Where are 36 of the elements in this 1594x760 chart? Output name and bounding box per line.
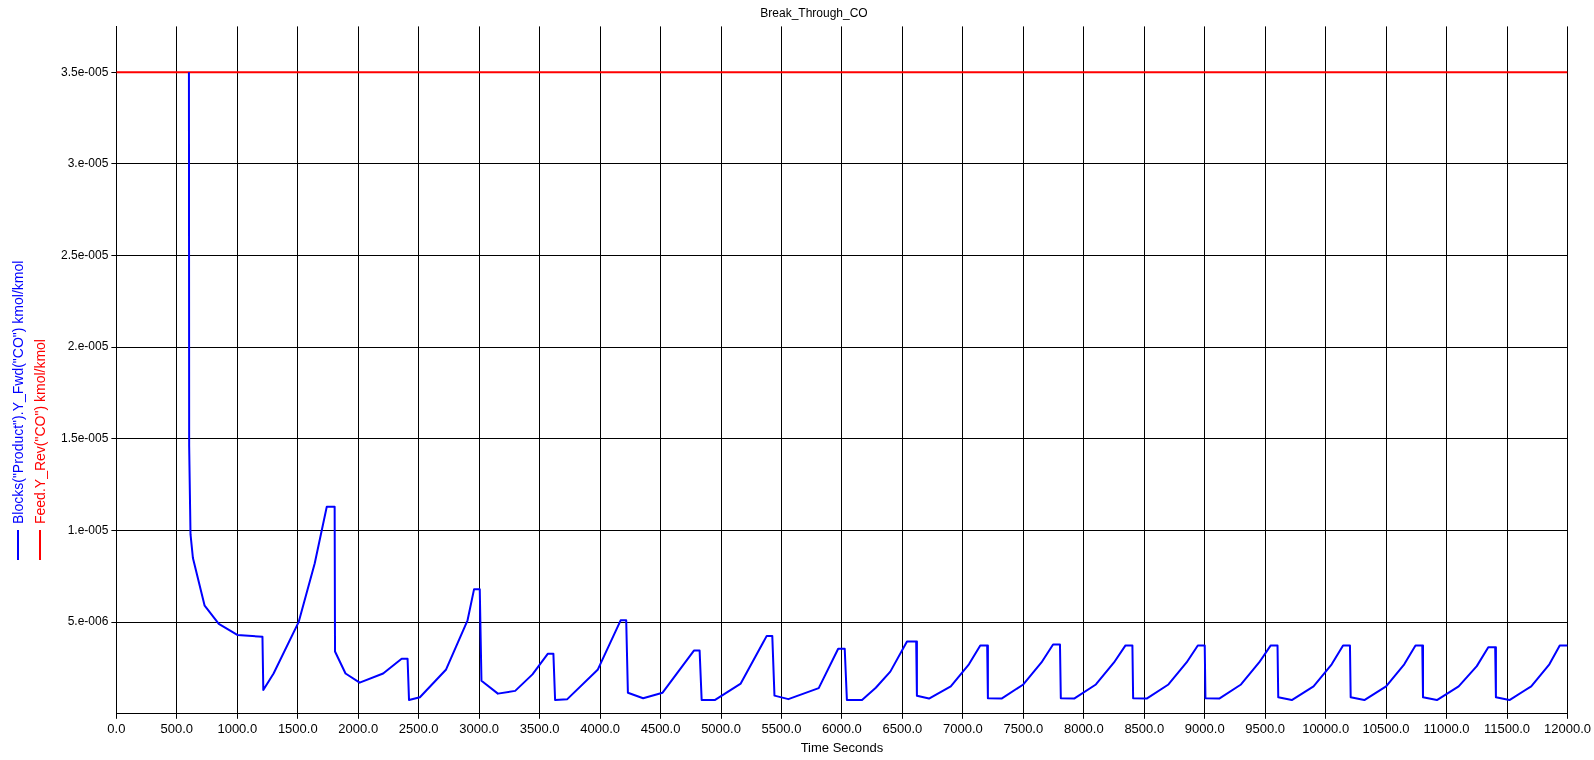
x-tick-label: 0.0: [107, 721, 126, 737]
x-tick-label: 9000.0: [1184, 721, 1225, 737]
text: Feed.Y_Rev("CO") kmol/kmol: [32, 339, 48, 524]
x-tick-label: 500.0: [160, 721, 194, 737]
x-tick-label: 6500.0: [882, 721, 923, 737]
x-tick-label: 5000.0: [701, 721, 741, 737]
y-tick-label: 5.e-006: [67, 614, 109, 629]
x-axis-title: Time Seconds: [800, 739, 884, 755]
chart-title: Break_Through_CO: [760, 5, 868, 20]
x-tick-label: 4000.0: [580, 721, 620, 737]
x-tick-label: 3500.0: [519, 721, 560, 737]
x-tick-label: 8000.0: [1063, 721, 1104, 737]
x-tick-label: 11000.0: [1423, 721, 1470, 737]
x-tick-label: 1500.0: [277, 721, 318, 737]
y-tick-label: 1.e-005: [67, 522, 109, 537]
x-tick-label: 2000.0: [338, 721, 379, 737]
x-tick-label: 5500.0: [761, 721, 802, 737]
y-tick-label: 3.e-005: [67, 156, 109, 171]
x-tick-label: 10000.0: [1302, 721, 1350, 737]
x-tick-label: 4500.0: [640, 721, 681, 737]
x-tick-label: 12000.0: [1544, 721, 1591, 737]
x-tick-label: 2500.0: [398, 721, 439, 737]
y-tick-label: 2.e-005: [67, 339, 109, 354]
x-tick-label: 7000.0: [942, 721, 983, 737]
x-tick-label: 1000.0: [217, 721, 258, 737]
x-tick-label: 6000.0: [822, 721, 862, 737]
x-tick-label: 9500.0: [1245, 721, 1286, 737]
x-tick-label: 10500.0: [1362, 721, 1410, 737]
x-tick-label: 7500.0: [1003, 721, 1044, 737]
y-tick-label: 1.5e-005: [61, 431, 109, 446]
text: Blocks("Product").Y_Fwd("CO") kmol/kmol: [10, 260, 26, 524]
y-tick-label: 2.5e-005: [61, 247, 109, 262]
x-tick-label: 8500.0: [1124, 721, 1165, 737]
x-tick-label: 11500.0: [1484, 721, 1531, 737]
x-tick-label: 3000.0: [459, 721, 500, 737]
y-tick-label: 3.5e-005: [61, 64, 109, 79]
